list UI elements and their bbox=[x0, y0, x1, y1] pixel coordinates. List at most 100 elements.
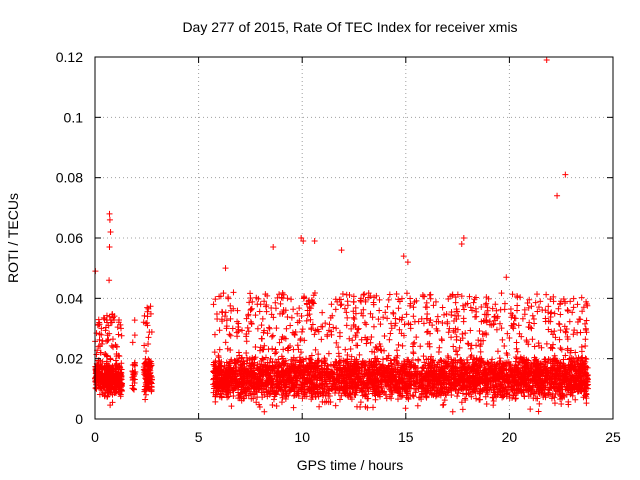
data-point bbox=[469, 373, 476, 380]
data-point bbox=[463, 356, 470, 363]
data-point bbox=[319, 323, 326, 330]
data-point bbox=[476, 327, 483, 334]
data-point bbox=[455, 386, 462, 393]
data-point bbox=[245, 368, 252, 375]
data-point bbox=[364, 404, 371, 411]
data-point bbox=[557, 360, 564, 367]
data-point bbox=[304, 368, 311, 375]
data-point bbox=[433, 373, 440, 380]
data-point bbox=[499, 386, 506, 393]
data-point bbox=[244, 324, 251, 331]
data-point bbox=[472, 379, 479, 386]
y-tick-label: 0.02 bbox=[56, 351, 83, 367]
data-point bbox=[143, 372, 150, 379]
data-point bbox=[118, 332, 125, 339]
data-point bbox=[463, 391, 470, 398]
data-point bbox=[506, 335, 513, 341]
data-point bbox=[141, 312, 148, 319]
x-tick-label: 0 bbox=[91, 429, 99, 445]
data-point bbox=[216, 346, 223, 353]
data-point bbox=[458, 241, 465, 248]
data-point bbox=[512, 395, 519, 402]
data-point bbox=[270, 368, 277, 375]
data-point bbox=[246, 299, 253, 306]
data-point bbox=[245, 328, 252, 335]
data-point bbox=[354, 342, 361, 349]
data-point bbox=[537, 364, 544, 371]
data-point bbox=[356, 375, 363, 382]
data-point bbox=[104, 337, 111, 344]
data-point bbox=[210, 361, 217, 368]
data-point bbox=[269, 332, 276, 339]
data-point bbox=[370, 404, 377, 411]
data-point bbox=[513, 339, 520, 346]
data-point bbox=[101, 366, 108, 373]
data-point bbox=[448, 311, 455, 318]
data-point bbox=[293, 381, 300, 388]
data-point bbox=[284, 295, 291, 302]
data-point bbox=[427, 291, 434, 298]
data-point bbox=[394, 396, 401, 403]
data-point bbox=[329, 312, 336, 319]
data-point bbox=[266, 359, 273, 366]
data-point bbox=[212, 391, 219, 398]
data-point bbox=[496, 365, 503, 372]
data-point bbox=[360, 291, 367, 298]
data-point bbox=[569, 383, 576, 390]
data-point bbox=[248, 305, 255, 312]
data-point bbox=[322, 392, 329, 399]
data-point bbox=[410, 304, 417, 311]
data-point bbox=[104, 386, 111, 393]
data-point bbox=[228, 403, 235, 410]
data-point bbox=[244, 375, 251, 382]
data-point bbox=[238, 386, 245, 393]
data-point bbox=[452, 299, 459, 306]
data-point bbox=[307, 316, 314, 323]
data-point bbox=[342, 346, 349, 353]
data-point bbox=[574, 329, 581, 336]
data-point bbox=[479, 358, 486, 365]
data-point bbox=[523, 338, 530, 345]
data-point bbox=[504, 359, 511, 366]
data-point bbox=[514, 367, 521, 374]
data-point bbox=[384, 315, 391, 322]
data-point bbox=[426, 343, 433, 350]
data-point bbox=[148, 380, 155, 387]
data-point bbox=[416, 394, 423, 401]
data-point bbox=[436, 377, 443, 384]
data-point bbox=[527, 360, 534, 367]
data-point bbox=[248, 320, 255, 327]
data-point bbox=[273, 325, 280, 332]
data-point bbox=[148, 362, 155, 369]
data-point bbox=[308, 352, 315, 359]
data-point bbox=[390, 356, 397, 363]
data-point bbox=[439, 402, 446, 409]
data-point bbox=[449, 360, 456, 367]
data-point bbox=[118, 366, 125, 373]
data-point bbox=[562, 373, 569, 380]
data-point bbox=[367, 339, 374, 346]
data-point bbox=[295, 393, 302, 400]
data-point bbox=[583, 298, 590, 305]
data-point bbox=[574, 301, 581, 308]
data-point bbox=[357, 399, 364, 406]
data-point bbox=[528, 303, 535, 310]
data-point bbox=[370, 323, 377, 330]
data-point bbox=[477, 376, 484, 383]
data-point bbox=[439, 319, 446, 326]
data-point bbox=[270, 244, 277, 251]
data-point bbox=[212, 358, 219, 365]
data-point bbox=[429, 357, 436, 364]
data-point bbox=[428, 375, 435, 382]
data-point bbox=[402, 370, 409, 377]
data-point bbox=[526, 296, 533, 303]
data-point bbox=[477, 348, 484, 355]
data-point bbox=[382, 380, 389, 387]
data-point bbox=[109, 363, 116, 370]
data-point bbox=[297, 349, 304, 356]
data-point bbox=[225, 373, 232, 380]
data-point bbox=[237, 371, 244, 378]
data-point bbox=[507, 306, 514, 313]
data-point bbox=[325, 366, 332, 373]
data-point bbox=[243, 333, 250, 340]
